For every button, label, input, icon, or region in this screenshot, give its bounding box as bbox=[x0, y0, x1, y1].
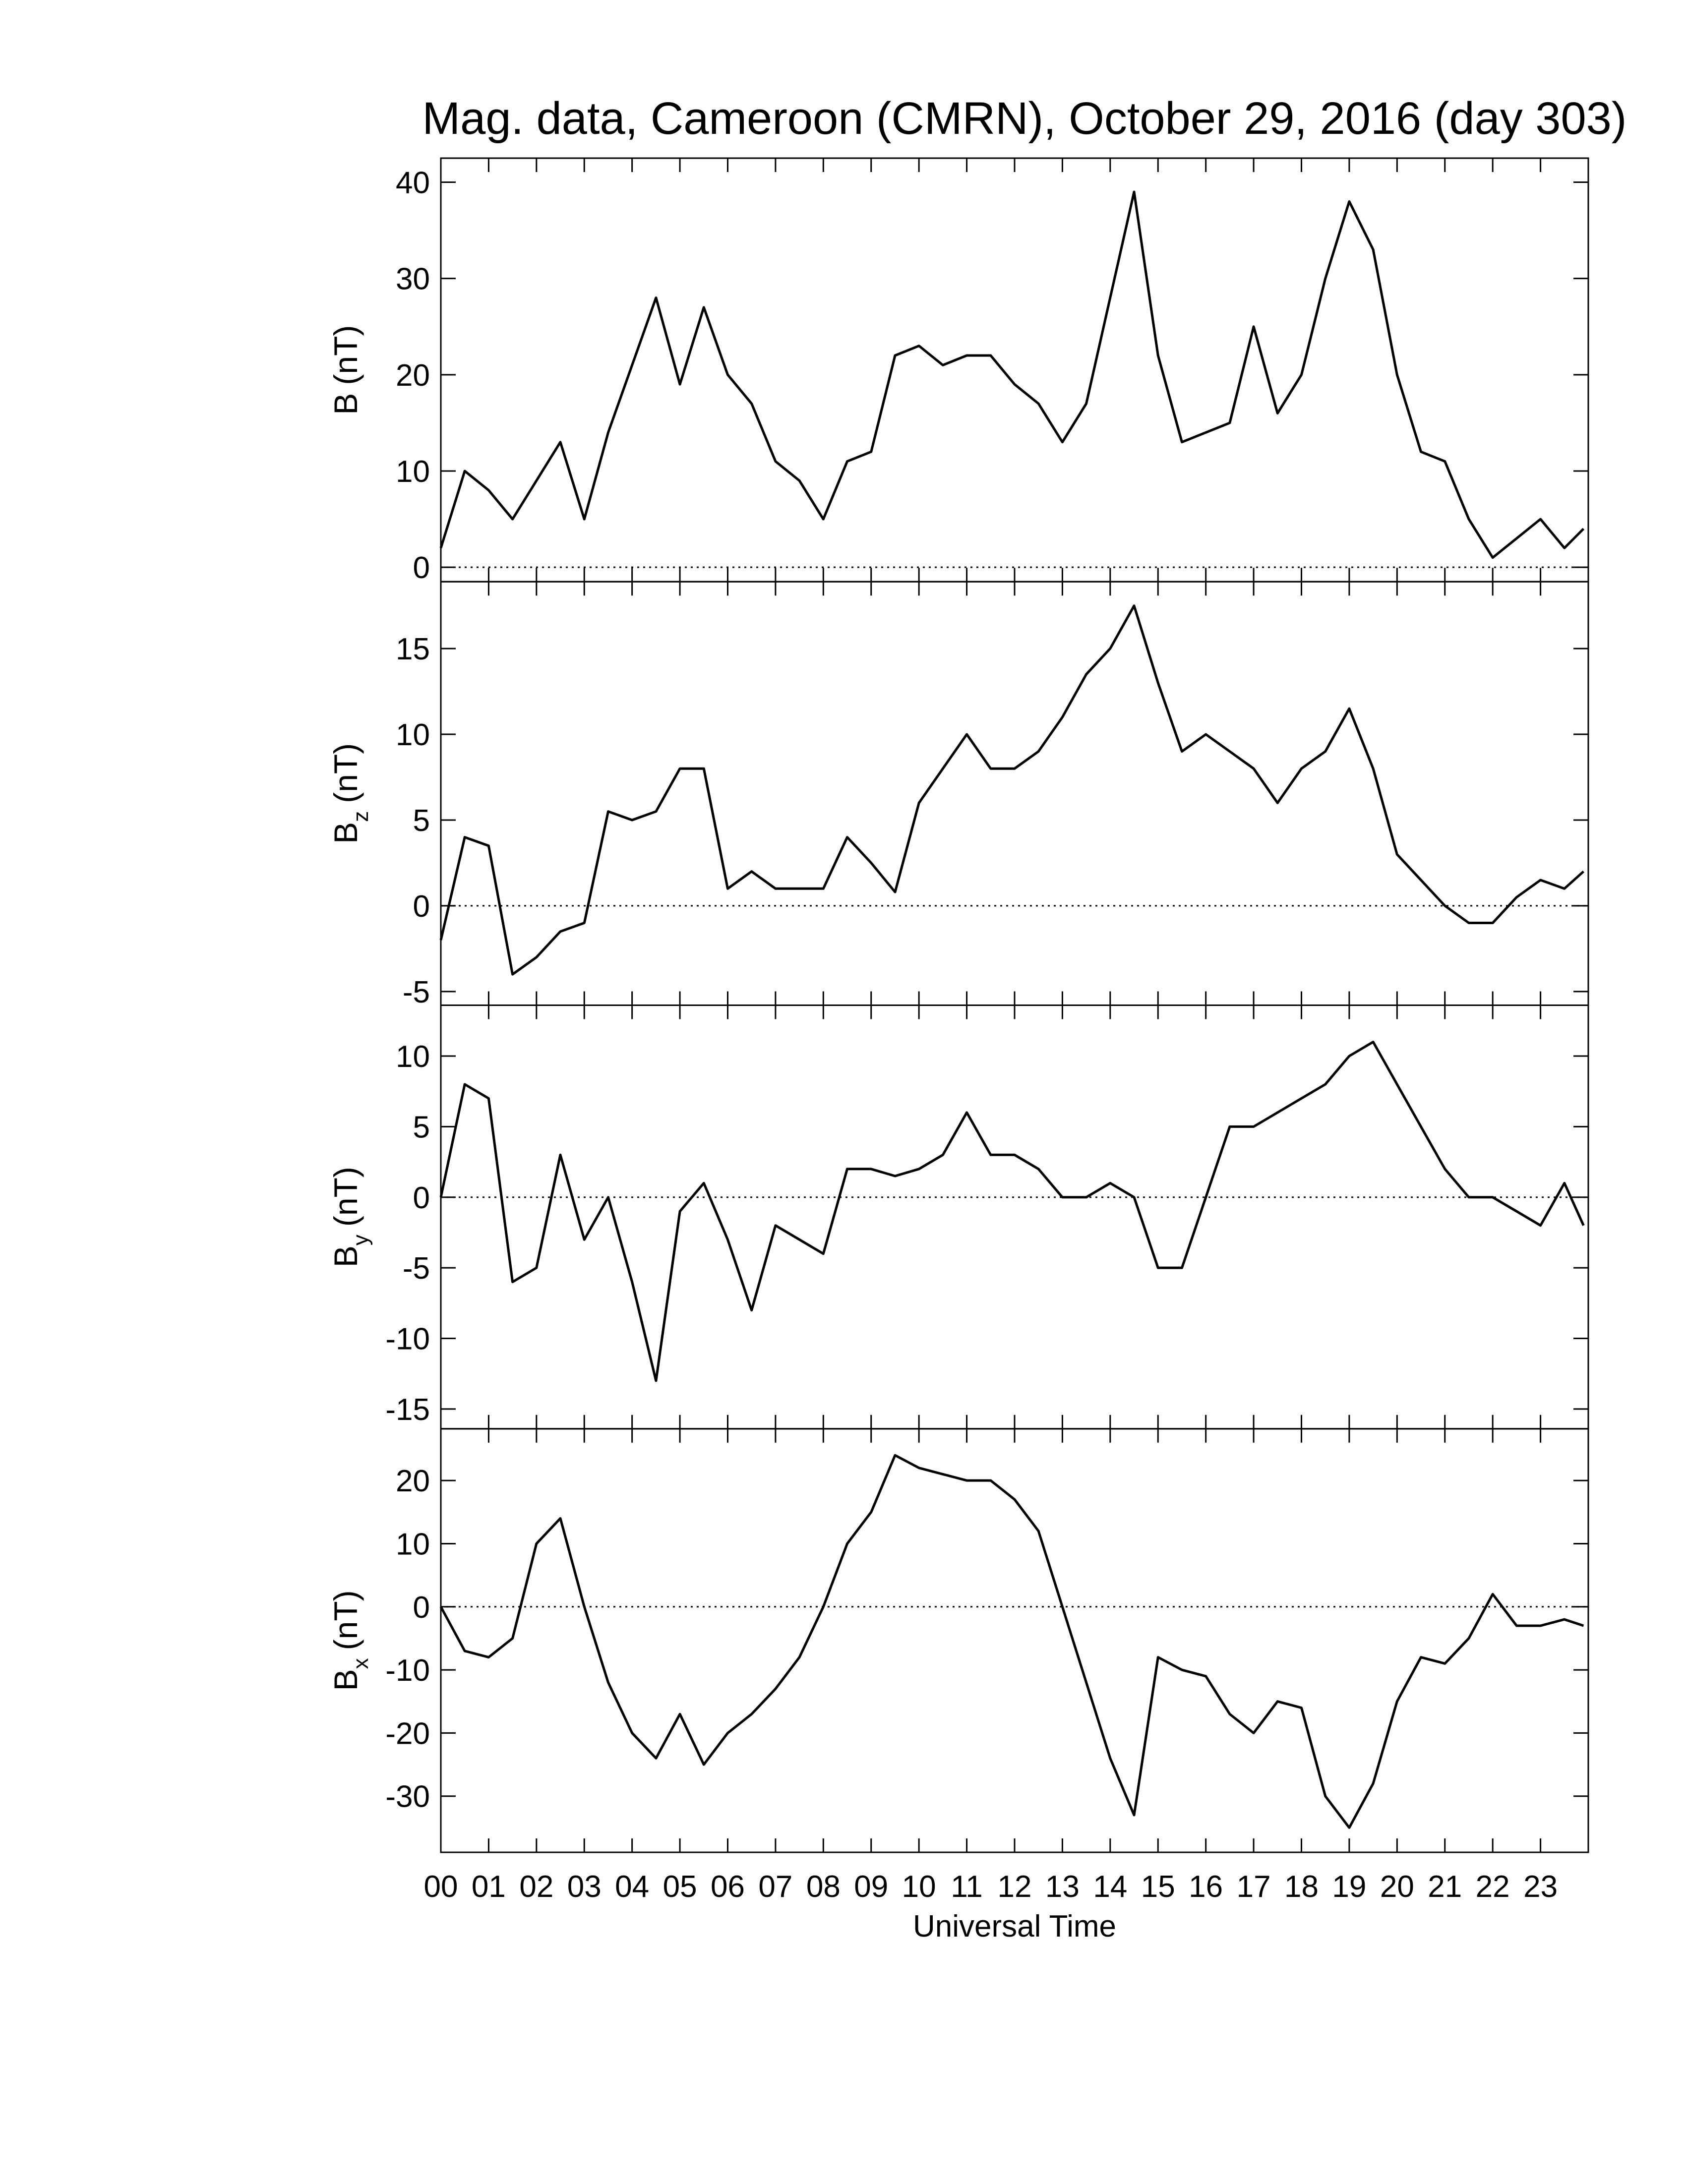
y-label-symbol: B bbox=[327, 393, 364, 415]
y-tick-label: 10 bbox=[396, 455, 430, 489]
plot-frame bbox=[440, 1428, 1589, 1853]
x-tick-label: 11 bbox=[951, 1870, 982, 1904]
x-tick-label: 15 bbox=[1141, 1870, 1175, 1904]
y-tick-label: -10 bbox=[385, 1322, 430, 1357]
x-tick-label: 08 bbox=[806, 1870, 841, 1904]
y-tick-label: 20 bbox=[396, 1464, 430, 1498]
x-tick-label: 02 bbox=[519, 1870, 553, 1904]
y-label-subscript: y bbox=[349, 1235, 373, 1245]
y-tick-label: 30 bbox=[396, 262, 430, 296]
y-label-symbol: B bbox=[327, 1669, 364, 1691]
y-label-unit: (nT) bbox=[327, 743, 364, 803]
chart-title: Mag. data, Cameroon (CMRN), October 29, … bbox=[422, 93, 1627, 144]
y-axis-label: By (nT) bbox=[327, 1167, 373, 1267]
data-line bbox=[439, 604, 1585, 976]
x-tick-label: 10 bbox=[902, 1870, 936, 1904]
x-tick-label: 05 bbox=[663, 1870, 697, 1904]
y-tick-label: 10 bbox=[396, 718, 430, 752]
x-tick-label: 20 bbox=[1380, 1870, 1414, 1904]
y-tick-label: 0 bbox=[413, 889, 430, 924]
y-tick-label: -20 bbox=[385, 1716, 430, 1751]
y-label-subscript: z bbox=[349, 811, 373, 822]
x-tick-label: 14 bbox=[1093, 1870, 1127, 1904]
y-label-unit: (nT) bbox=[327, 1590, 364, 1650]
data-line bbox=[439, 1454, 1584, 1829]
y-label-unit: (nT) bbox=[327, 325, 364, 385]
x-tick-label: 17 bbox=[1237, 1870, 1271, 1904]
x-tick-label: 01 bbox=[472, 1870, 506, 1904]
plot-frame bbox=[440, 581, 1589, 1006]
x-tick-label: 07 bbox=[758, 1870, 792, 1904]
x-tick-label: 22 bbox=[1476, 1870, 1510, 1904]
x-tick-label: 04 bbox=[615, 1870, 649, 1904]
x-tick-label: 03 bbox=[567, 1870, 602, 1904]
y-label-subscript: x bbox=[349, 1658, 373, 1669]
y-tick-label: -15 bbox=[385, 1393, 430, 1427]
x-tick-label: 13 bbox=[1045, 1870, 1080, 1904]
y-tick-label: 10 bbox=[396, 1040, 430, 1074]
x-tick-label: 21 bbox=[1428, 1870, 1462, 1904]
x-tick-label: 09 bbox=[854, 1870, 888, 1904]
y-label-unit: (nT) bbox=[327, 1167, 364, 1227]
y-tick-label: -30 bbox=[385, 1780, 430, 1814]
data-line bbox=[439, 190, 1585, 559]
y-axis-label: Bx (nT) bbox=[327, 1590, 373, 1691]
data-line bbox=[439, 1041, 1585, 1382]
y-tick-label: 0 bbox=[413, 551, 430, 585]
x-tick-label: 06 bbox=[711, 1870, 745, 1904]
y-axis-label: B (nT) bbox=[327, 325, 364, 415]
y-axis-label: Bz (nT) bbox=[327, 743, 373, 844]
y-tick-label: 10 bbox=[396, 1527, 430, 1561]
y-tick-label: 15 bbox=[396, 632, 430, 666]
y-tick-label: -5 bbox=[403, 1251, 430, 1286]
plot-frame bbox=[440, 157, 1589, 583]
y-label-symbol: B bbox=[327, 1245, 364, 1267]
y-tick-label: -10 bbox=[385, 1653, 430, 1688]
y-tick-label: 5 bbox=[413, 1110, 430, 1144]
y-label-symbol: B bbox=[327, 822, 364, 844]
x-tick-label: 19 bbox=[1332, 1870, 1366, 1904]
y-tick-label: 0 bbox=[413, 1181, 430, 1215]
y-tick-label: 20 bbox=[396, 358, 430, 393]
y-tick-label: 0 bbox=[413, 1591, 430, 1625]
x-tick-label: 12 bbox=[998, 1870, 1032, 1904]
x-tick-label: 00 bbox=[424, 1870, 458, 1904]
x-axis-label: Universal Time bbox=[913, 1909, 1116, 1944]
y-tick-label: 5 bbox=[413, 804, 430, 838]
y-tick-label: -5 bbox=[403, 975, 430, 1009]
y-tick-label: 40 bbox=[396, 166, 430, 200]
x-tick-label: 16 bbox=[1189, 1870, 1223, 1904]
x-tick-label: 18 bbox=[1284, 1870, 1319, 1904]
x-tick-label: 23 bbox=[1523, 1870, 1558, 1904]
